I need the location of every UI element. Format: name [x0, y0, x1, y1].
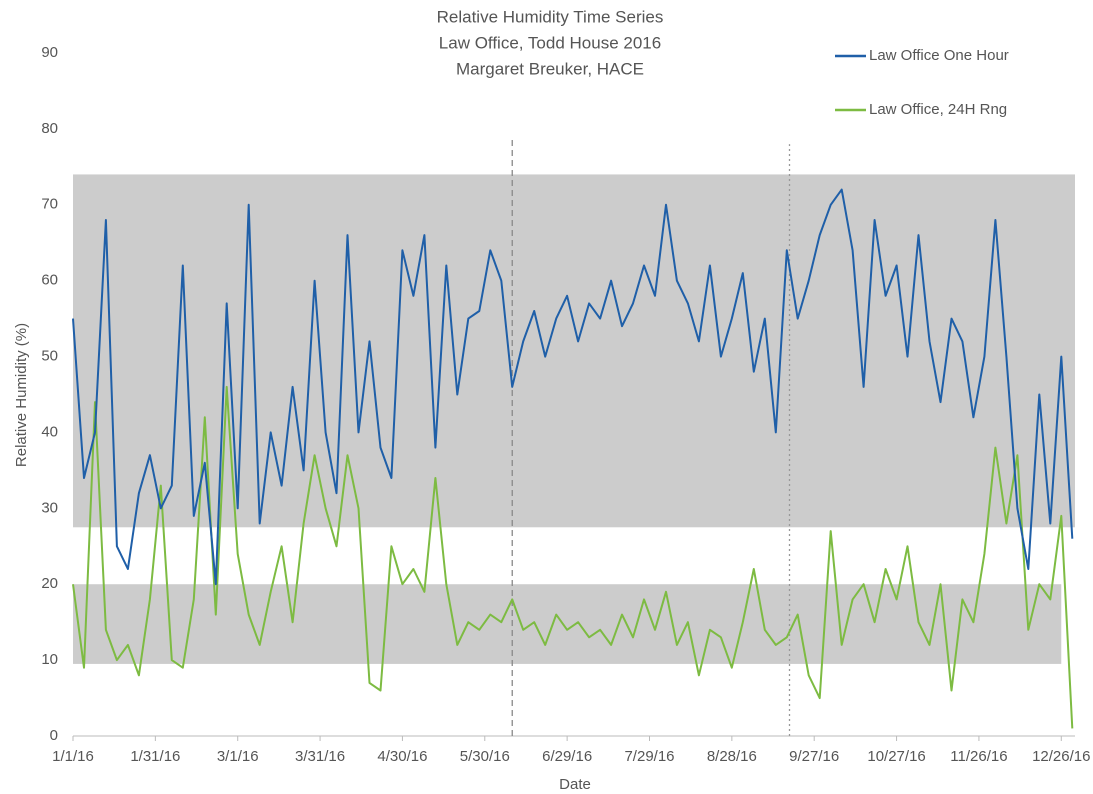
- x-tick-label: 1/1/16: [52, 748, 94, 765]
- y-tick-label: 10: [41, 651, 58, 668]
- x-axis-title: Date: [559, 776, 591, 793]
- y-tick-label: 20: [41, 575, 58, 592]
- legend-label: Law Office One Hour: [869, 47, 1009, 64]
- x-tick-label: 3/1/16: [217, 748, 259, 765]
- y-tick-label: 50: [41, 348, 58, 365]
- y-axis-title: Relative Humidity (%): [13, 323, 30, 467]
- legend-label: Law Office, 24H Rng: [869, 101, 1007, 118]
- x-tick-label: 8/28/16: [707, 748, 757, 765]
- chart-title: Relative Humidity Time Series: [437, 7, 664, 26]
- y-tick-label: 90: [41, 44, 58, 61]
- x-tick-label: 5/30/16: [460, 748, 510, 765]
- y-tick-label: 40: [41, 423, 58, 440]
- y-tick-label: 60: [41, 272, 58, 289]
- x-tick-label: 6/29/16: [542, 748, 592, 765]
- data-line: [72, 385, 1074, 729]
- chart-title: Law Office, Todd House 2016: [439, 33, 661, 52]
- y-tick-label: 0: [50, 727, 58, 744]
- x-tick-label: 3/31/16: [295, 748, 345, 765]
- x-tick-label: 4/30/16: [377, 748, 427, 765]
- chart-title: Margaret Breuker, HACE: [456, 59, 644, 78]
- x-tick-label: 11/26/16: [950, 748, 1007, 765]
- y-tick-label: 70: [41, 196, 58, 213]
- x-tick-label: 1/31/16: [130, 748, 180, 765]
- x-tick-label: 9/27/16: [789, 748, 839, 765]
- x-tick-label: 7/29/16: [624, 748, 674, 765]
- y-tick-label: 30: [41, 499, 58, 516]
- x-tick-label: 10/27/16: [867, 748, 925, 765]
- x-tick-label: 12/26/16: [1032, 748, 1090, 765]
- range-band: [73, 584, 1062, 664]
- data-line: [72, 188, 1074, 586]
- y-tick-label: 80: [41, 120, 58, 137]
